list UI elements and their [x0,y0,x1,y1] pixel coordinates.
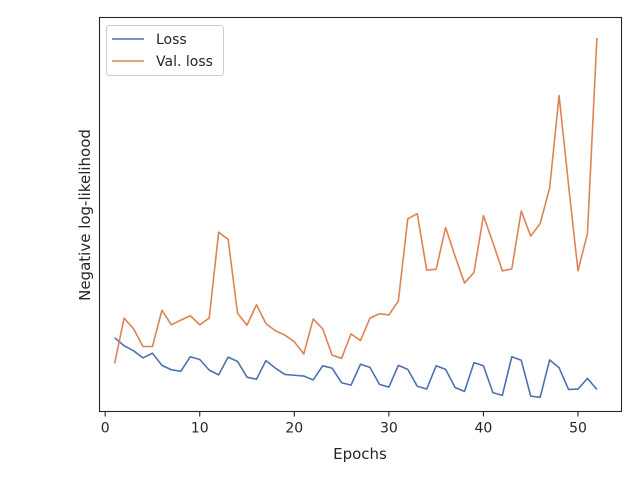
x-axis-label: Epochs [333,445,387,463]
legend: Loss Val. loss [106,25,224,76]
series-line-loss [114,337,598,399]
plot-frame [98,16,623,413]
x-tick-label: 50 [569,421,587,437]
plot-area [99,17,622,412]
legend-label-loss: Loss [156,32,187,48]
x-tick-label: 20 [285,421,303,437]
x-axis-ticks: 0 10 20 30 40 50 [101,411,587,437]
series-layer [113,37,598,399]
x-tick-label: 40 [475,421,493,437]
legend-label-val-loss: Val. loss [156,54,213,70]
y-axis-label: Negative log-likelihood [76,129,94,301]
x-tick-label: 30 [380,421,398,437]
x-tick-label: 0 [101,421,110,437]
series-line-val-loss [113,37,598,364]
legend-box [106,25,224,76]
x-tick-label: 10 [191,421,209,437]
